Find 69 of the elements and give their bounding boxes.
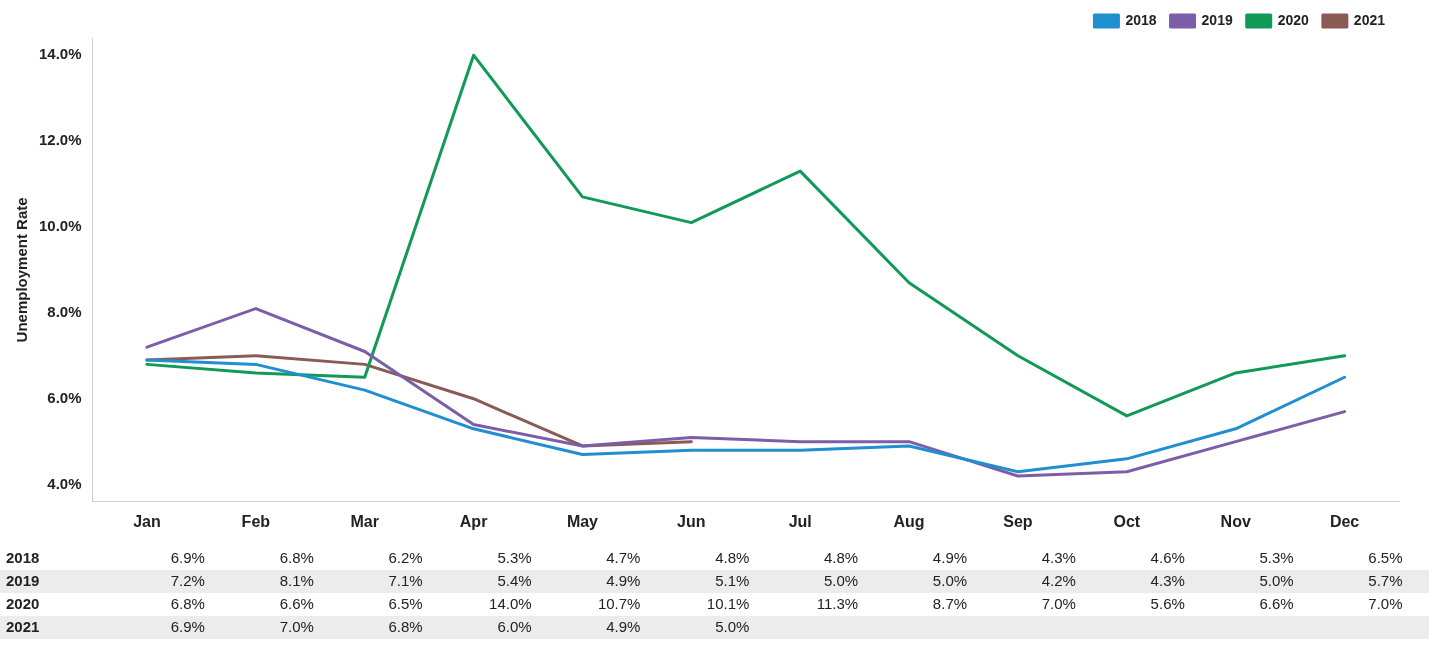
x-tick-label: Aug: [893, 512, 925, 530]
x-tick-label: Jul: [788, 512, 812, 530]
data-label: 6.8%: [388, 617, 423, 635]
data-label: 5.0%: [824, 571, 859, 589]
data-label: 5.0%: [715, 617, 750, 635]
x-tick-label: Feb: [241, 512, 271, 530]
y-tick-label: 6.0%: [47, 388, 82, 406]
data-label: 4.9%: [932, 548, 968, 566]
legend-label: 2019: [1201, 11, 1233, 28]
y-tick-label: 8.0%: [47, 302, 82, 320]
data-label: 6.6%: [279, 594, 314, 612]
data-label: 5.7%: [1368, 571, 1403, 589]
data-label: 4.3%: [1150, 571, 1185, 589]
data-label: 6.8%: [170, 594, 205, 612]
data-label: 4.6%: [1150, 548, 1185, 566]
data-label: 11.3%: [816, 594, 859, 612]
data-label: 7.0%: [1368, 594, 1403, 612]
y-tick-label: 4.0%: [47, 474, 82, 492]
data-label: 7.0%: [279, 617, 314, 635]
data-label: 6.8%: [279, 548, 314, 566]
y-tick-label: 14.0%: [38, 45, 82, 63]
text: 2021: [6, 617, 40, 635]
data-label: 5.3%: [497, 548, 532, 566]
data-label: 4.3%: [1041, 548, 1076, 566]
data-label: 6.9%: [170, 617, 205, 635]
x-tick-label: Apr: [459, 512, 488, 530]
x-tick-label: Nov: [1220, 512, 1251, 530]
x-tick-label: May: [566, 512, 599, 530]
data-label: 10.7%: [597, 594, 641, 612]
data-label: 5.4%: [497, 571, 532, 589]
data-label: 7.1%: [388, 571, 423, 589]
text: 2020: [6, 594, 40, 612]
data-label: 4.8%: [715, 548, 750, 566]
x-tick-label: Jan: [133, 512, 161, 530]
data-label: 4.9%: [606, 571, 641, 589]
data-label: 14.0%: [489, 594, 532, 612]
text: 2018: [6, 548, 40, 566]
legend-label: 2020: [1277, 11, 1310, 28]
data-label: 5.0%: [932, 571, 968, 589]
data-label: 5.3%: [1259, 548, 1294, 566]
data-label: 4.2%: [1041, 571, 1076, 589]
data-label: 4.7%: [606, 548, 641, 566]
data-label: 6.0%: [497, 617, 532, 635]
y-axis-title: Unemployment Rate: [13, 197, 31, 343]
data-label: 10.1%: [706, 594, 750, 612]
x-tick-label: Jun: [677, 512, 706, 530]
data-label: 7.0%: [1041, 594, 1076, 612]
data-label: 4.8%: [824, 548, 859, 566]
data-label: 7.2%: [170, 571, 205, 589]
legend-label: 2018: [1125, 11, 1157, 28]
x-tick-label: Sep: [1003, 512, 1033, 530]
x-tick-label: Mar: [350, 512, 379, 530]
y-tick-label: 10.0%: [38, 217, 82, 235]
data-label: 6.6%: [1259, 594, 1294, 612]
y-tick-label: 12.0%: [38, 131, 82, 149]
data-label: 6.9%: [170, 548, 205, 566]
x-tick-label: Oct: [1113, 512, 1141, 530]
data-label: 5.1%: [715, 571, 750, 589]
legend-label: 2021: [1353, 11, 1386, 28]
data-label: 8.7%: [932, 594, 968, 612]
data-label: 5.0%: [1259, 571, 1294, 589]
data-label: 8.1%: [279, 571, 314, 589]
text: 2019: [6, 571, 40, 589]
data-label: 5.6%: [1150, 594, 1185, 612]
data-label: 4.9%: [606, 617, 641, 635]
data-label: 6.5%: [388, 594, 423, 612]
x-tick-label: Dec: [1329, 512, 1360, 530]
data-label: 6.5%: [1368, 548, 1403, 566]
data-label: 6.2%: [388, 548, 423, 566]
